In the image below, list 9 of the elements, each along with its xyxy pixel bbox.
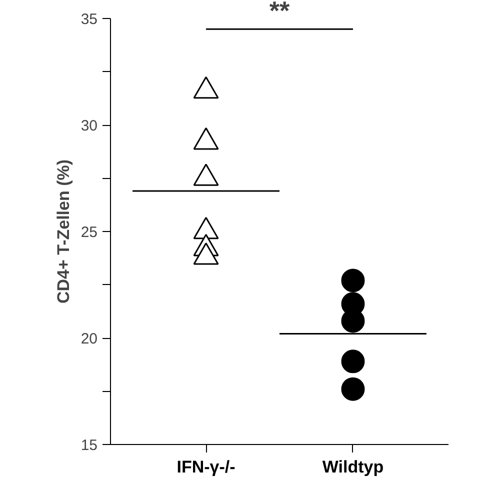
y-tick-label: 30 (80, 118, 98, 134)
y-tick-label: 15 (80, 437, 98, 454)
y-axis-title: CD4+ T-Zellen (%) (54, 159, 73, 304)
annotation: ** (269, 0, 290, 26)
x-tick-label: Wildtyp (322, 458, 384, 476)
y-tick-label: 25 (80, 224, 98, 241)
y-tick-label: 35 (80, 11, 98, 28)
y-tick-label: 20 (80, 330, 98, 348)
x-tick-label: IFN-γ-/- (176, 458, 236, 476)
